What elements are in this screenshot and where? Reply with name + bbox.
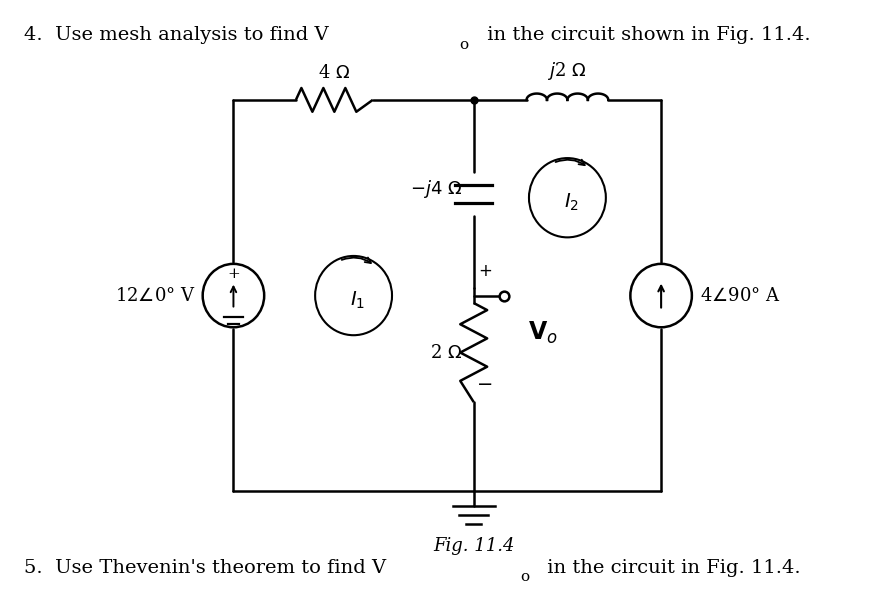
Text: 12$\angle$0° V: 12$\angle$0° V bbox=[114, 286, 195, 305]
Text: $I_2$: $I_2$ bbox=[563, 192, 579, 213]
Text: −: − bbox=[477, 375, 494, 394]
Text: Fig. 11.4: Fig. 11.4 bbox=[433, 537, 515, 554]
Text: +: + bbox=[227, 267, 240, 281]
Text: o: o bbox=[520, 570, 529, 584]
Text: $j$2 $\Omega$: $j$2 $\Omega$ bbox=[548, 60, 587, 82]
Text: +: + bbox=[478, 262, 493, 280]
Text: $I_1$: $I_1$ bbox=[350, 290, 365, 311]
Text: $\mathbf{V}_o$: $\mathbf{V}_o$ bbox=[528, 320, 558, 347]
Text: 5.  Use Thevenin's theorem to find V: 5. Use Thevenin's theorem to find V bbox=[24, 559, 386, 576]
Text: $-j4\ \Omega$: $-j4\ \Omega$ bbox=[410, 178, 462, 200]
Text: 4.  Use mesh analysis to find V: 4. Use mesh analysis to find V bbox=[24, 27, 329, 44]
Text: 2 $\Omega$: 2 $\Omega$ bbox=[430, 344, 462, 362]
Text: $\mathit{ww}$: $\mathit{ww}$ bbox=[323, 83, 346, 96]
Text: o: o bbox=[459, 38, 469, 52]
Text: 4 $\Omega$: 4 $\Omega$ bbox=[318, 64, 351, 82]
Text: in the circuit in Fig. 11.4.: in the circuit in Fig. 11.4. bbox=[541, 559, 801, 576]
Text: 4$\angle$90° A: 4$\angle$90° A bbox=[700, 286, 780, 305]
Text: in the circuit shown in Fig. 11.4.: in the circuit shown in Fig. 11.4. bbox=[481, 27, 811, 44]
